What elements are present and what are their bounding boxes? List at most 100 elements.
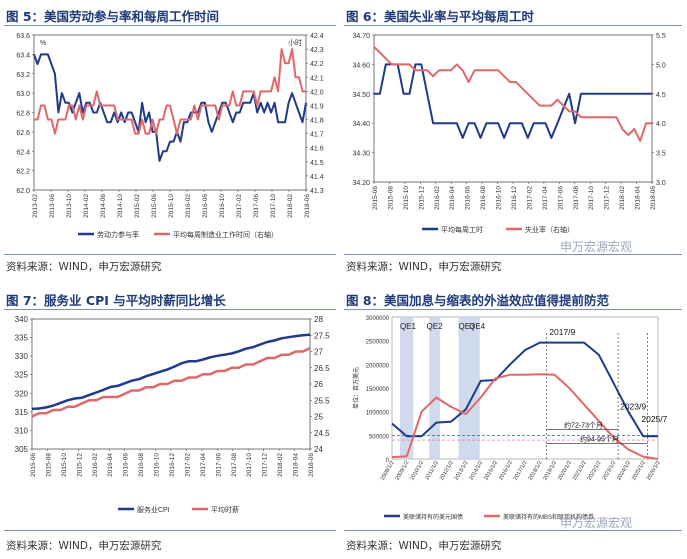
y2-tick-label: 24 (314, 445, 323, 454)
figure-6-chart: 34.20 34.30 34.40 34.50 34.60 34.70 3.0 3.5 4.0 4… (352, 33, 666, 234)
x-tick-label: 2017-12 (262, 453, 269, 477)
figure-6-source: 资料来源：WIND，申万宏源研究 (346, 261, 502, 273)
y-axis-title: 单位：百万美元 (352, 367, 360, 409)
x-tick-label: 2017-06 (253, 194, 260, 218)
y2-tick-label: 5.5 (656, 33, 666, 40)
y-tick-label: 315 (15, 408, 29, 417)
y2-axis-unit: 小时 (288, 38, 302, 47)
x-tick-label: 2015-12 (418, 186, 425, 210)
series-line-1 (391, 341, 658, 438)
y2-tick-label: 42.3 (310, 47, 324, 54)
y2-tick-label: 27.5 (314, 331, 330, 340)
annotation-label: 2025/7 (641, 414, 667, 424)
x-tick-label: 2016-06 (465, 186, 472, 210)
x-tick-label: 2008/1/2 (380, 460, 396, 482)
y-tick-label: 62.8 (16, 111, 30, 118)
x-tick-label: 2016-02 (434, 186, 441, 210)
y2-tick-label: 42.1 (310, 75, 324, 82)
x-tick-label: 2017-10 (588, 186, 595, 210)
y-tick-label: 63.4 (16, 52, 30, 59)
y2-tick-label: 27 (314, 348, 323, 357)
x-tick-label: 2014-02 (83, 194, 90, 218)
qe-band-label: QE1 (400, 322, 417, 331)
source-rule (4, 254, 336, 255)
x-tick-label: 2016-12 (511, 186, 518, 210)
figure-7-source: 资料来源：WIND，申万宏源研究 (6, 540, 162, 552)
y2-tick-label: 25.5 (314, 396, 330, 405)
series-line-1 (31, 333, 311, 411)
x-tick-label: 2015-10 (403, 186, 410, 210)
x-tick-label: 2018-02 (287, 194, 294, 218)
x-tick-label: 2017/1/2 (513, 460, 529, 482)
annotation-label: 2017/9 (549, 327, 575, 337)
annotation-label: 约94-95个月 (580, 434, 619, 443)
y2-tick-label: 41.8 (310, 118, 324, 125)
x-tick-label: 2017-10 (246, 453, 253, 477)
y-tick-label: 62.2 (16, 169, 30, 176)
x-tick-label: 2016-10 (496, 186, 503, 210)
x-tick-label: 2015-08 (387, 186, 394, 210)
y-tick-label: 2000000 (366, 363, 390, 369)
x-tick-label: 2020/1/2 (557, 460, 573, 482)
watermark: 申万宏源宏观 (560, 240, 633, 254)
series-line-2 (31, 347, 311, 418)
figure-8-source: 资料来源：WIND，申万宏源研究 (346, 540, 502, 552)
title-rule (344, 309, 682, 310)
x-tick-label: 2015-02 (134, 194, 141, 218)
source-rule (344, 530, 682, 531)
x-tick-label: 2016-06 (123, 453, 130, 477)
x-tick-label: 2017-08 (231, 453, 238, 477)
qe-band (469, 317, 480, 459)
x-tick-label: 2017-06 (557, 186, 564, 210)
x-tick-label: 2014-06 (100, 194, 107, 218)
x-tick-label: 2013-02 (32, 194, 39, 218)
x-tick-label: 2017-08 (573, 186, 580, 210)
x-tick-label: 2018-04 (293, 453, 300, 477)
x-tick-label: 2017-02 (184, 453, 191, 477)
x-tick-label: 2018-06 (308, 453, 315, 477)
x-tick-label: 2016/1/2 (498, 460, 514, 482)
annotation-label: 约72-73个月 (564, 421, 603, 430)
x-tick-label: 2017-10 (270, 194, 277, 218)
x-tick-label: 2017-02 (236, 194, 243, 218)
x-tick-label: 2015-10 (168, 194, 175, 218)
legend-label: 美联储持有的美元国债 (403, 513, 463, 521)
y-tick-label: 330 (15, 352, 29, 361)
y2-tick-label: 3.5 (656, 151, 666, 158)
y-tick-label: 500000 (369, 434, 390, 440)
x-tick-label: 2016-04 (107, 453, 114, 477)
x-tick-label: 2021/1/2 (572, 460, 588, 482)
y2-tick-label: 41.6 (310, 146, 324, 153)
figure-7-chart: 305 310 315 320 325 330 335 340 24 24.5 25 25.5 26 26… (15, 315, 330, 514)
legend-label: 平均每周制造业工作时间（右轴） (173, 230, 278, 239)
x-tick-label: 2015-12 (76, 453, 83, 477)
y2-tick-label: 4.5 (656, 92, 666, 99)
x-tick-label: 2016-04 (449, 186, 456, 210)
legend-label: 劳动力参与率 (97, 230, 139, 239)
y2-tick-label: 42.2 (310, 61, 324, 68)
x-tick-label: 2016-12 (169, 453, 176, 477)
x-tick-label: 2013-10 (66, 194, 73, 218)
legend-label: 失业率（右轴） (525, 225, 574, 234)
x-tick-label: 2018-02 (619, 186, 626, 210)
y-tick-label: 34.40 (352, 121, 370, 128)
x-tick-label: 2015-06 (372, 186, 379, 210)
annotation-label: 2023/9 (620, 401, 646, 411)
figure-8-title: 图 8：美国加息与缩表的外溢效应值得提前防范 (346, 293, 610, 308)
y-tick-label: 310 (15, 426, 29, 435)
source-rule (4, 530, 336, 531)
y2-tick-label: 25 (314, 413, 323, 422)
x-tick-label: 2019/1/2 (542, 460, 558, 482)
y-tick-label: 1500000 (366, 387, 390, 393)
x-tick-label: 2016-02 (92, 453, 99, 477)
x-tick-label: 2015-06 (30, 453, 37, 477)
series-line-1 (33, 53, 307, 162)
y2-tick-label: 5.0 (656, 62, 666, 69)
series-line-2 (34, 48, 306, 135)
y2-tick-label: 41.4 (310, 174, 324, 181)
x-tick-label: 2011/1/2 (424, 460, 440, 481)
x-tick-label: 2024/1/2 (616, 460, 632, 482)
y-tick-label: 34.50 (352, 92, 370, 99)
y-tick-label: 34.30 (352, 151, 370, 158)
